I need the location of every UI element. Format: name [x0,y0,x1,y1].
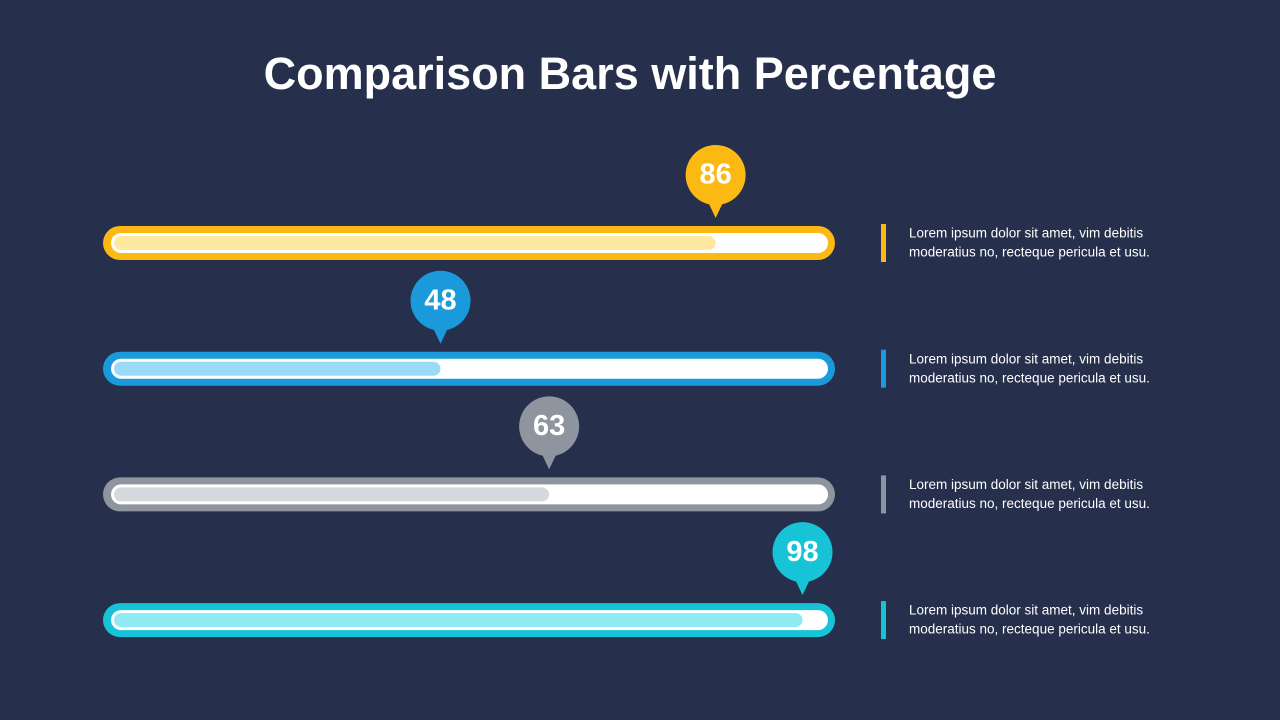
value-label: 86 [700,159,732,191]
accent-line [881,349,886,388]
value-label: 98 [786,536,818,568]
bar [114,361,441,376]
description: Lorem ipsum dolor sit amet, vim debitis [909,603,1143,618]
pin [685,145,746,205]
description: moderatius no, recteque pericula et usu. [909,245,1150,260]
bar [114,487,550,502]
pin [519,396,580,457]
description: Lorem ipsum dolor sit amet, vim debitis [909,226,1143,241]
accent-line [881,475,886,514]
accent-line [881,224,886,262]
description: moderatius no, recteque pericula et usu. [909,370,1150,385]
description: moderatius no, recteque pericula et usu. [909,496,1150,511]
description: Lorem ipsum dolor sit amet, vim debitis [909,351,1143,366]
accent-line [881,601,886,640]
description: moderatius no, recteque pericula et usu. [909,622,1150,637]
pin [410,270,471,331]
value-label: 48 [424,284,456,316]
chart-title: Comparison Bars with Percentage [264,48,997,99]
bar [114,236,716,250]
description: Lorem ipsum dolor sit amet, vim debitis [909,477,1143,492]
bar [114,613,803,628]
value-label: 63 [533,410,565,442]
pin [772,522,833,583]
